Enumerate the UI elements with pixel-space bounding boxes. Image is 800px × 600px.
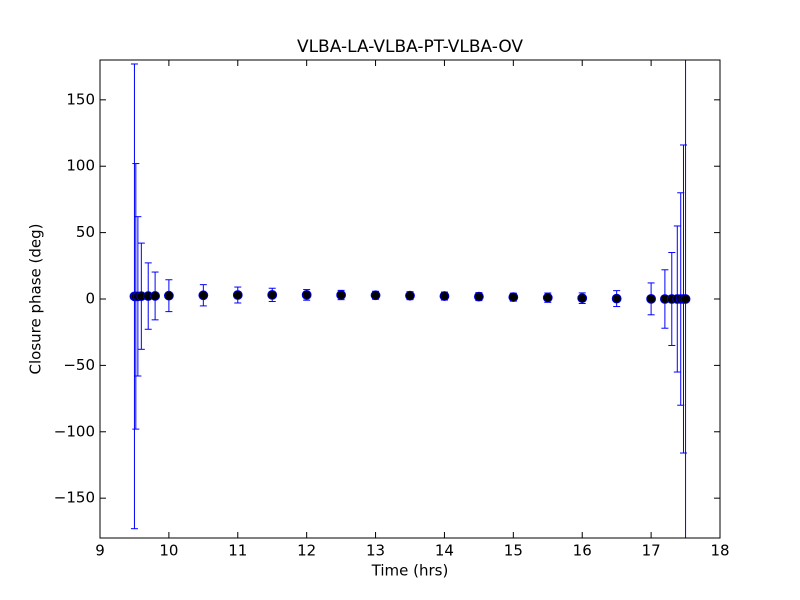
y-tick-label: −100 xyxy=(54,422,95,440)
y-tick-label: 100 xyxy=(66,157,95,175)
data-point xyxy=(439,291,450,301)
data-point xyxy=(336,290,347,300)
data-point xyxy=(232,290,243,300)
data-point xyxy=(370,290,381,301)
data-point xyxy=(646,293,657,304)
x-tick-label: 18 xyxy=(710,542,729,560)
data-point xyxy=(163,290,174,301)
x-tick-label: 9 xyxy=(95,542,105,560)
y-tick-label: 150 xyxy=(66,90,95,108)
data-point xyxy=(405,290,415,301)
data-point xyxy=(680,294,691,304)
x-tick-label: 11 xyxy=(228,542,247,560)
x-tick-label: 15 xyxy=(504,542,523,560)
data-point xyxy=(611,293,622,304)
x-tick-label: 17 xyxy=(642,542,661,560)
data-point xyxy=(508,292,519,303)
y-tick-label: 50 xyxy=(76,223,95,241)
data-point xyxy=(150,291,161,301)
x-tick-label: 12 xyxy=(297,542,316,560)
data-point xyxy=(577,293,588,304)
data-point xyxy=(267,289,278,300)
data-point xyxy=(473,291,484,302)
y-tick-label: −50 xyxy=(63,356,95,374)
x-tick-label: 10 xyxy=(159,542,178,560)
x-tick-label: 16 xyxy=(573,542,592,560)
y-tick-label: 0 xyxy=(85,290,95,308)
data-point xyxy=(301,289,312,300)
x-tick-label: 14 xyxy=(435,542,454,560)
y-axis-label: Closure phase (deg) xyxy=(27,224,45,375)
x-axis-label: Time (hrs) xyxy=(371,562,449,580)
y-tick-label: −150 xyxy=(54,489,95,507)
data-point xyxy=(542,292,553,303)
x-tick-label: 13 xyxy=(366,542,385,560)
chart-title: VLBA-LA-VLBA-PT-VLBA-OV xyxy=(297,37,523,57)
data-point xyxy=(198,290,209,301)
plot-area xyxy=(129,60,691,538)
